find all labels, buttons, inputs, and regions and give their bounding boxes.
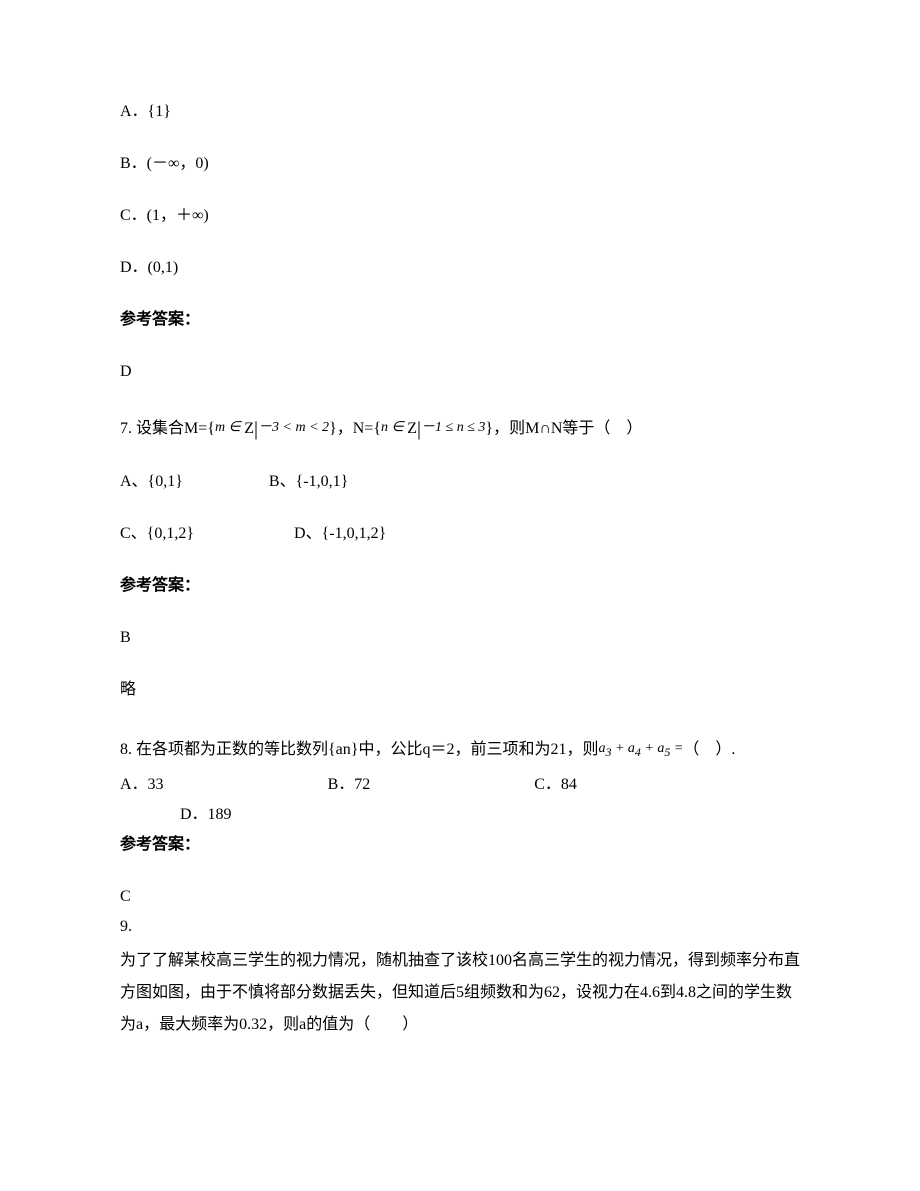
q8-option-b: B．72 (328, 773, 371, 797)
q6-option-c: C．(1，＋∞) (120, 204, 800, 228)
q7-z2: Z (407, 420, 417, 437)
q6-option-b: B．(－∞，0) (120, 152, 800, 176)
q8-stem: 8. 在各项都为正数的等比数列{an}中，公比q＝2，前三项和为21，则a3 +… (120, 738, 800, 763)
q7-mid2: }，则M (485, 420, 539, 437)
q9-text: 为了了解某校高三学生的视力情况，随机抽查了该校100名高三学生的视力情况，得到频… (120, 945, 800, 1041)
q7-cap-icon: ∩ (539, 420, 551, 437)
q7-option-a: A、{0,1} (120, 470, 183, 494)
q7-cond2: －1 ≤ n ≤ 3 (421, 420, 485, 435)
q8-option-a: A．33 (120, 773, 164, 797)
q7-option-c: C、{0,1,2} (120, 522, 194, 546)
q6-option-a: A．{1} (120, 100, 800, 124)
q7-n-in-z: n ∈ (381, 420, 407, 435)
q7-brief: 略 (120, 678, 800, 702)
q8-plus2: + a (641, 741, 664, 756)
q8-stem-suffix: （ ）. (683, 741, 735, 758)
q7-options-row1: A、{0,1} B、{-1,0,1} (120, 470, 800, 494)
q8-eq: = (670, 741, 683, 756)
q7-options-row2: C、{0,1,2} D、{-1,0,1,2} (120, 522, 800, 546)
q7-tail: N等于（ ） (551, 420, 643, 437)
q7-mid1: }，N={ (329, 420, 381, 437)
q7-option-d: D、{-1,0,1,2} (294, 522, 386, 546)
q7-cond1: －3 < m < 2 (258, 420, 329, 435)
q7-z1: Z (244, 420, 254, 437)
q8-a3: a3 + a4 + a5 = (598, 741, 683, 756)
q8-plus1: + a (611, 741, 634, 756)
q7-stem-prefix: 7. 设集合M={ (120, 420, 215, 437)
q8-answer-label: 参考答案： (120, 833, 800, 857)
q8-option-c: C．84 (534, 773, 577, 797)
q8-options-row1: A．33 B．72 C．84 (120, 773, 800, 797)
q7-stem: 7. 设集合M={m ∈ Z|－3 < m < 2}，N={n ∈ Z|－1 ≤… (120, 412, 800, 442)
q8-answer-value: C (120, 885, 800, 909)
q8-option-d: D．189 (180, 803, 232, 827)
q7-m-in-z: m ∈ (215, 420, 244, 435)
q9-number: 9. (120, 915, 800, 939)
q7-option-b: B、{-1,0,1} (269, 470, 348, 494)
q6-option-d: D．(0,1) (120, 256, 800, 280)
q8-stem-prefix: 8. 在各项都为正数的等比数列{an}中，公比q＝2，前三项和为21，则 (120, 741, 598, 758)
q6-answer-label: 参考答案： (120, 308, 800, 332)
q7-answer-value: B (120, 626, 800, 650)
q7-answer-label: 参考答案： (120, 574, 800, 598)
q6-answer-value: D (120, 360, 800, 384)
